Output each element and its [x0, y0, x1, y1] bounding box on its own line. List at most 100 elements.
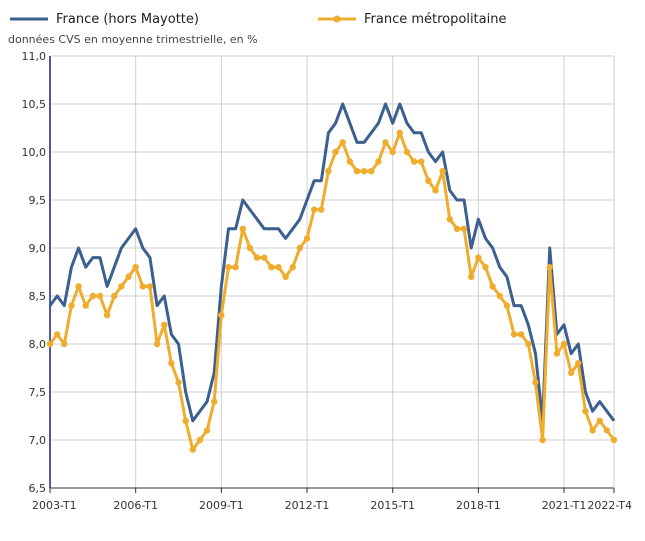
data-point[interactable]	[89, 292, 97, 300]
legend-item-series-2[interactable]: France métropolitaine	[318, 12, 506, 27]
data-point[interactable]	[75, 283, 82, 290]
data-point[interactable]	[196, 436, 204, 444]
data-point[interactable]	[575, 360, 582, 367]
data-point[interactable]	[282, 273, 289, 280]
y-tick-label: 6,5	[29, 482, 47, 495]
data-point[interactable]	[353, 168, 361, 175]
data-point[interactable]	[425, 177, 432, 184]
data-point[interactable]	[475, 254, 482, 261]
series-line-2	[48, 131, 616, 452]
data-point[interactable]	[432, 187, 439, 194]
data-point[interactable]	[482, 264, 489, 271]
series-line-1	[48, 102, 616, 423]
data-point[interactable]	[103, 312, 111, 319]
data-point[interactable]	[246, 244, 254, 252]
data-point[interactable]	[546, 264, 553, 271]
y-tick-label: 9,0	[29, 242, 47, 255]
y-tick-label: 7,0	[29, 434, 47, 447]
data-point[interactable]	[446, 216, 453, 223]
legend-label-series-1: France (hors Mayotte)	[56, 12, 199, 27]
data-point[interactable]	[211, 398, 218, 405]
data-point[interactable]	[132, 264, 139, 271]
data-point[interactable]	[582, 408, 589, 415]
data-point[interactable]	[496, 292, 503, 300]
data-point[interactable]	[61, 340, 68, 348]
y-tick-label: 10,5	[22, 98, 47, 111]
data-point[interactable]	[410, 158, 418, 165]
data-point[interactable]	[525, 340, 532, 348]
data-point[interactable]	[368, 168, 375, 175]
data-point[interactable]	[111, 292, 118, 300]
data-point[interactable]	[125, 273, 132, 280]
data-point[interactable]	[375, 158, 382, 165]
data-point[interactable]	[146, 283, 154, 290]
y-tick-label: 10,0	[22, 146, 47, 159]
data-point[interactable]	[460, 225, 468, 232]
data-point[interactable]	[610, 436, 618, 444]
data-point[interactable]	[203, 427, 211, 434]
data-point[interactable]	[553, 350, 561, 357]
data-point[interactable]	[539, 436, 546, 444]
y-tick-label: 8,0	[29, 338, 47, 351]
data-point[interactable]	[439, 168, 446, 175]
legend-label-series-2: France métropolitaine	[364, 12, 506, 27]
data-point[interactable]	[589, 427, 596, 434]
data-point[interactable]	[239, 225, 246, 232]
data-point[interactable]	[453, 225, 461, 232]
data-point[interactable]	[389, 148, 396, 156]
data-point[interactable]	[53, 331, 61, 338]
data-point[interactable]	[532, 379, 539, 386]
data-point[interactable]	[260, 254, 268, 261]
data-point[interactable]	[489, 283, 496, 290]
data-point[interactable]	[303, 235, 311, 242]
data-point[interactable]	[503, 302, 511, 309]
data-point[interactable]	[360, 168, 368, 175]
data-point[interactable]	[96, 292, 104, 300]
data-point[interactable]	[118, 283, 125, 290]
data-point[interactable]	[189, 446, 196, 453]
data-point[interactable]	[218, 312, 225, 319]
data-point[interactable]	[560, 340, 568, 348]
data-point[interactable]	[418, 158, 425, 165]
data-point[interactable]	[168, 360, 175, 367]
data-point[interactable]	[153, 340, 161, 348]
data-point[interactable]	[46, 340, 54, 348]
data-point[interactable]	[253, 254, 261, 261]
x-tick-label: 2006-T1	[113, 499, 158, 512]
data-point[interactable]	[232, 264, 239, 271]
data-point[interactable]	[225, 264, 232, 271]
data-point[interactable]	[289, 264, 296, 271]
y-tick-label: 9,5	[29, 194, 47, 207]
data-point[interactable]	[268, 264, 275, 271]
data-point[interactable]	[310, 206, 318, 213]
data-point[interactable]	[403, 148, 411, 156]
x-axis: 2003-T1 2006-T1 2009-T1 2012-T1 2015-T1 2018-…	[32, 487, 632, 512]
data-point[interactable]	[382, 139, 389, 146]
data-point[interactable]	[396, 129, 404, 136]
x-tick-label: 2009-T1	[199, 499, 244, 512]
data-point[interactable]	[182, 417, 189, 424]
data-point[interactable]	[339, 139, 346, 146]
data-point[interactable]	[296, 244, 304, 252]
data-point[interactable]	[332, 148, 339, 156]
y-tick-label: 11,0	[22, 50, 47, 63]
data-point[interactable]	[517, 331, 525, 338]
data-point[interactable]	[468, 273, 475, 280]
data-point[interactable]	[68, 302, 75, 309]
legend-marker-series-2	[333, 15, 341, 23]
data-point[interactable]	[603, 427, 611, 434]
data-point[interactable]	[596, 417, 603, 424]
x-tick-label: 2018-T1	[456, 499, 501, 512]
data-point[interactable]	[175, 379, 182, 386]
legend-item-series-1[interactable]: France (hors Mayotte)	[10, 12, 199, 27]
data-point[interactable]	[82, 302, 89, 309]
data-point[interactable]	[275, 264, 282, 271]
legend: France (hors Mayotte) France métropolita…	[10, 12, 506, 27]
data-point[interactable]	[139, 283, 147, 290]
data-point[interactable]	[325, 168, 332, 175]
data-point[interactable]	[346, 158, 354, 165]
data-point[interactable]	[161, 321, 168, 328]
data-point[interactable]	[567, 369, 575, 376]
data-point[interactable]	[510, 331, 518, 338]
data-point[interactable]	[318, 206, 325, 213]
